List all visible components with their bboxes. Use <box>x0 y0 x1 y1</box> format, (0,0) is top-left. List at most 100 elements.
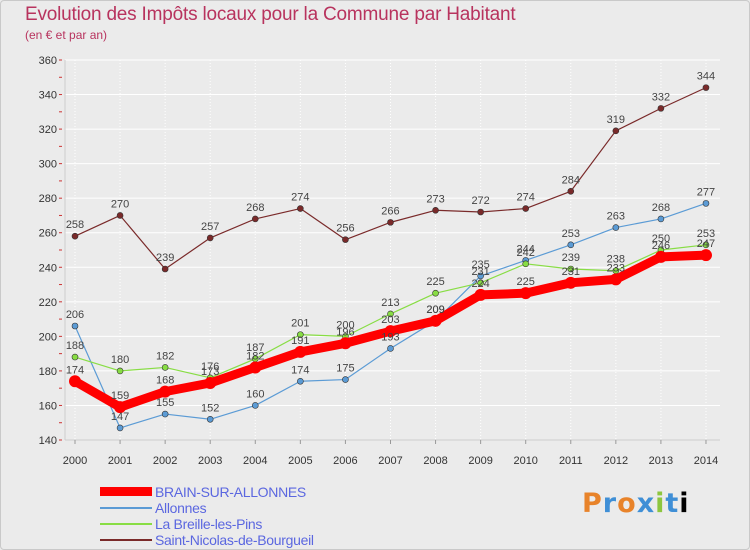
data-point <box>297 331 304 338</box>
data-point <box>609 273 622 286</box>
legend-label: Saint-Nicolas-de-Bourgueil <box>155 532 314 548</box>
data-point <box>654 250 667 263</box>
y-tick-label: 180 <box>39 366 57 378</box>
x-tick-label: 2009 <box>468 455 492 467</box>
data-label: 203 <box>381 314 399 326</box>
data-label: 263 <box>607 211 625 223</box>
data-label: 273 <box>426 193 444 205</box>
legend-swatch <box>100 507 152 509</box>
proxiti-logo: Proxiti <box>582 488 690 519</box>
data-point <box>519 287 532 300</box>
data-label: 187 <box>246 342 264 354</box>
y-tick-label: 160 <box>39 400 57 412</box>
data-point <box>159 385 172 398</box>
data-label: 270 <box>111 198 129 210</box>
data-label: 247 <box>697 238 715 250</box>
data-label: 235 <box>471 259 489 271</box>
data-label: 191 <box>291 335 309 347</box>
data-point <box>249 361 262 374</box>
data-point <box>477 279 484 287</box>
data-label: 209 <box>426 304 444 316</box>
data-label: 193 <box>381 331 399 343</box>
data-label: 277 <box>697 186 715 198</box>
data-label: 200 <box>336 319 354 331</box>
data-label: 274 <box>291 192 309 204</box>
data-label: 274 <box>517 192 535 204</box>
data-point <box>71 353 79 361</box>
data-point <box>251 402 259 409</box>
data-point <box>384 325 397 338</box>
data-label: 225 <box>426 276 444 288</box>
x-tick-label: 2004 <box>243 455 267 467</box>
data-point <box>567 187 575 195</box>
data-point <box>567 241 575 249</box>
data-label: 159 <box>111 390 129 402</box>
data-point <box>432 289 439 297</box>
data-label: 182 <box>156 350 174 362</box>
data-label: 182 <box>246 350 264 362</box>
data-label: 225 <box>517 276 535 288</box>
x-tick-label: 2000 <box>63 455 87 467</box>
data-label: 180 <box>111 354 129 366</box>
chart-subtitle: (en € et par an) <box>25 28 108 42</box>
data-label: 231 <box>562 266 580 278</box>
data-label: 152 <box>201 402 219 414</box>
data-label: 213 <box>381 297 399 309</box>
data-point <box>477 272 484 280</box>
data-point <box>206 415 214 423</box>
data-label: 344 <box>697 71 715 83</box>
data-point <box>114 401 127 414</box>
data-point <box>702 200 710 207</box>
data-point <box>342 236 349 243</box>
data-point <box>71 232 79 240</box>
data-point <box>564 276 577 289</box>
data-point <box>429 314 442 327</box>
data-label: 233 <box>607 262 625 274</box>
data-point <box>206 234 214 242</box>
data-label: 155 <box>156 397 174 409</box>
y-tick-label: 320 <box>39 124 57 136</box>
data-label: 206 <box>66 309 84 321</box>
x-tick-label: 2011 <box>559 455 583 467</box>
x-tick-label: 2008 <box>423 455 447 467</box>
data-point <box>116 367 124 375</box>
y-tick-label: 200 <box>39 331 57 343</box>
data-point <box>477 208 484 216</box>
data-point <box>522 205 530 212</box>
data-label: 196 <box>336 326 354 338</box>
data-point <box>567 265 575 273</box>
data-label: 201 <box>291 318 309 330</box>
data-label: 239 <box>156 252 174 264</box>
data-point <box>71 322 79 330</box>
data-point <box>69 375 81 388</box>
data-label: 268 <box>652 202 670 214</box>
y-tick-label: 280 <box>39 193 57 205</box>
data-point <box>387 345 394 352</box>
y-tick-label: 220 <box>39 297 57 309</box>
data-label: 268 <box>246 202 264 214</box>
chart-title: Evolution des Impôts locaux pour la Comm… <box>25 4 516 25</box>
data-label: 239 <box>562 252 580 264</box>
data-point <box>474 288 487 301</box>
x-tick-label: 2010 <box>513 455 537 467</box>
data-label: 209 <box>426 304 444 316</box>
y-tick-label: 240 <box>39 262 57 274</box>
data-label: 238 <box>607 254 625 266</box>
data-point <box>161 410 169 418</box>
x-tick-label: 2012 <box>604 455 628 467</box>
x-tick-label: 2013 <box>649 455 673 467</box>
data-point <box>612 127 620 135</box>
data-label: 174 <box>66 364 84 376</box>
legend-swatch <box>100 539 152 541</box>
data-label: 242 <box>517 247 535 259</box>
data-label: 168 <box>156 375 174 387</box>
data-point <box>657 105 665 112</box>
data-point <box>612 224 620 231</box>
data-point <box>297 377 304 385</box>
x-tick-label: 2001 <box>108 455 132 467</box>
data-label: 160 <box>246 388 264 400</box>
legend-swatch <box>100 487 152 496</box>
data-label: 332 <box>652 91 670 103</box>
data-point <box>432 206 439 214</box>
